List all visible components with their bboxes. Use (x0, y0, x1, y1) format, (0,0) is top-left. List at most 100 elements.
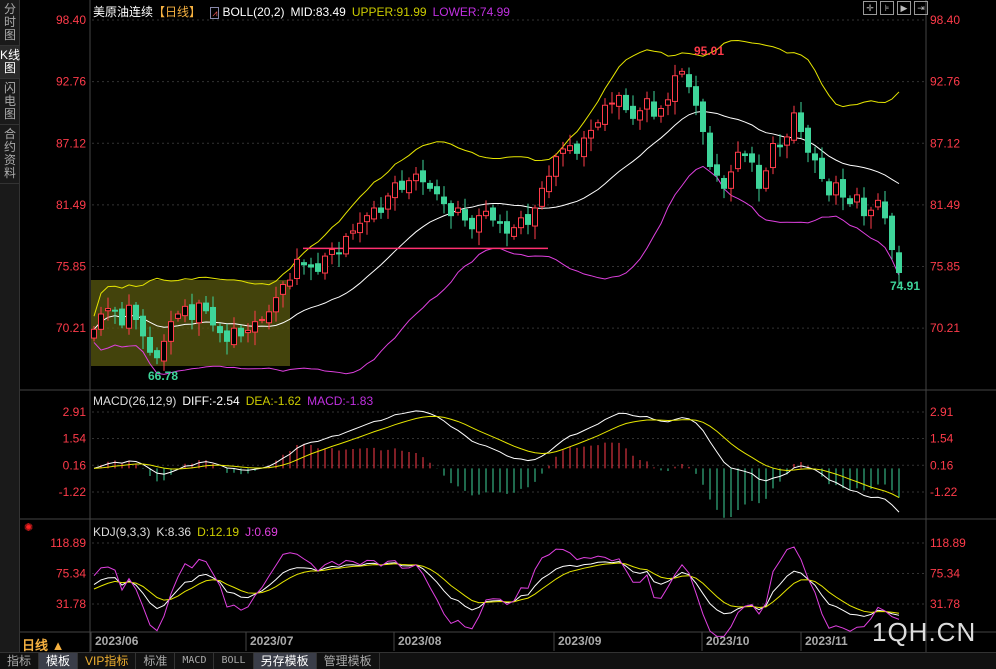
bottom-tab-bar: 指标 模板 VIP指标 标准 MACD BOLL 另存模板 管理模板 (0, 652, 996, 669)
candle-body (826, 181, 832, 196)
candle-body (301, 262, 307, 266)
kdj-k-line (93, 561, 900, 617)
price-tick-label: 70.21 (56, 321, 86, 335)
bottom-tab-3[interactable]: 标准 (136, 653, 176, 669)
macd-tick-label: 0.16 (63, 458, 87, 472)
candle-body (812, 153, 818, 161)
candle-body (511, 227, 517, 237)
candle-body (833, 182, 839, 196)
candle-body (896, 252, 902, 273)
bottom-tab-6[interactable]: 另存模板 (253, 653, 317, 669)
candle-body (168, 321, 174, 342)
candle-body (749, 153, 755, 163)
price-tick-label: 92.76 (930, 75, 960, 89)
candle-body (140, 315, 146, 337)
candle-body (154, 350, 160, 359)
sidebar-tab-2[interactable]: 闪电图 (0, 79, 20, 125)
boll-upper-line (93, 40, 900, 317)
macd-dea-line (93, 415, 900, 498)
candle-body (623, 94, 629, 111)
boll-upper: UPPER:91.99 (351, 5, 427, 19)
candle-body (441, 196, 447, 205)
bottom-tab-7[interactable]: 管理模板 (317, 653, 380, 669)
candle-body (315, 263, 321, 272)
candle-body (448, 203, 454, 217)
candle-body (777, 144, 783, 148)
candle-body (798, 112, 804, 132)
candle-body (518, 217, 524, 229)
kdj-j-line (93, 546, 900, 637)
sidebar-tab-3[interactable]: 合约资料 (0, 125, 20, 184)
candle-body (560, 148, 566, 154)
candle-body (112, 309, 118, 312)
sidebar-tab-0[interactable]: 分时图 (0, 0, 20, 46)
candle-body (875, 199, 881, 208)
kdj-settings-icon[interactable]: ✺ (24, 522, 34, 534)
candle-body (630, 105, 636, 119)
bottom-tab-2[interactable]: VIP指标 (78, 653, 137, 669)
kdj-tick-label: 118.89 (930, 536, 966, 550)
candle-body (658, 108, 664, 117)
macd-diff-line (93, 410, 900, 513)
candle-body (182, 305, 188, 317)
candle-body (532, 207, 538, 227)
price-tick-label: 70.21 (930, 321, 960, 335)
boll-label: BOLL(20,2) (222, 5, 285, 19)
candle-body (392, 182, 398, 199)
jump-end-icon[interactable]: ⇥ (914, 1, 928, 15)
candle-body (126, 304, 132, 329)
candle-body (882, 201, 888, 219)
candle-body (364, 215, 370, 223)
candle-body (378, 207, 384, 213)
candle-body (693, 86, 699, 106)
candle-body (490, 207, 496, 221)
candle-body (504, 221, 510, 234)
macd-tick-label: 1.54 (930, 432, 954, 446)
last-price-label: 74.91 (890, 279, 920, 293)
candle-body (119, 308, 125, 326)
macd-tick-label: 0.16 (930, 458, 954, 472)
candle-body (525, 214, 531, 225)
bottom-tab-1[interactable]: 模板 (39, 653, 79, 669)
candle-body (294, 258, 300, 279)
candle-body (189, 304, 195, 320)
kdj-header: KDJ(9,3,3) K:8.36 D:12.19 J:0.69 (93, 525, 284, 539)
candle-body (700, 101, 706, 132)
period-selector[interactable]: 日线 ▲ (22, 638, 65, 653)
bottom-tab-0[interactable]: 指标 (0, 653, 40, 669)
chart-indicator-icon[interactable]: ⩘ (210, 7, 220, 19)
candle-body (602, 104, 608, 125)
date-label: 2023/07 (250, 634, 294, 648)
candle-body (147, 337, 153, 353)
candle-body (427, 182, 433, 189)
chart-canvas[interactable]: 98.40 98.40 92.76 92.76 87.12 87.12 81.49 81.49… (0, 0, 996, 652)
candle-body (847, 198, 853, 205)
zoom-fit-icon[interactable]: ⊧ (880, 1, 894, 15)
candle-body (497, 221, 503, 224)
play-forward-icon[interactable]: ▶ (897, 1, 911, 15)
candle-body (819, 157, 825, 179)
candle-body (567, 145, 573, 152)
macd-tick-label: 2.91 (63, 405, 87, 419)
candle-body (735, 151, 741, 170)
candle-body (217, 326, 223, 334)
crosshair-icon[interactable]: ✛ (863, 1, 877, 15)
candle-body (791, 112, 797, 141)
candle-body (91, 328, 97, 339)
candle-body (581, 137, 587, 158)
kdj-k: K:8.36 (156, 525, 192, 539)
price-tick-label: 81.49 (930, 198, 960, 212)
macd-label: MACD(26,12,9) (93, 394, 177, 408)
candle-body (889, 215, 895, 251)
candle-body (238, 327, 244, 337)
kdj-d: D:12.19 (197, 525, 240, 539)
candle-body (224, 330, 230, 342)
kdj-d-line (93, 562, 900, 614)
bottom-tab-4[interactable]: MACD (175, 653, 215, 669)
sidebar-tab-1[interactable]: K线图 (0, 46, 20, 79)
boll-mid: MID:83.49 (290, 5, 346, 19)
candle-body (350, 230, 356, 234)
candle-body (252, 321, 258, 333)
bottom-tab-5[interactable]: BOLL (214, 653, 254, 669)
date-label: 2023/09 (558, 634, 602, 648)
